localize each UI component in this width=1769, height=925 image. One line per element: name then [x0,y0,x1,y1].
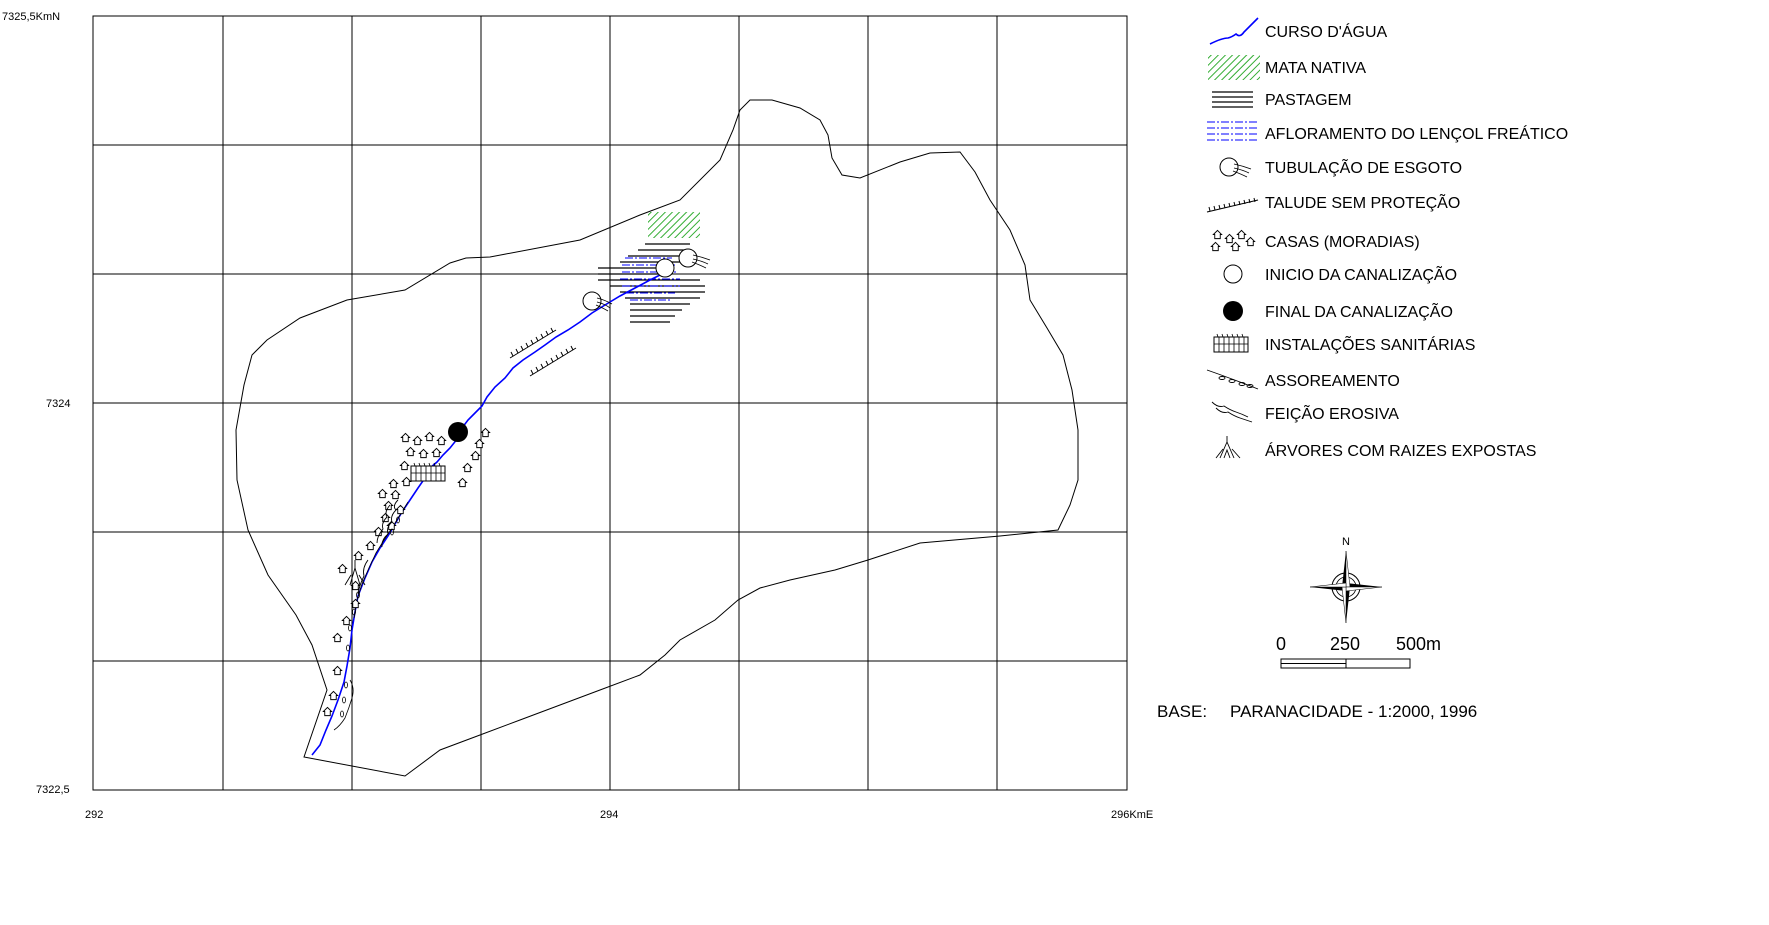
scale-label-250: 250 [1330,634,1360,654]
y-axis-top-label: 7325,5KmN [2,11,60,23]
x-axis-mid-label: 294 [600,809,618,821]
native-forest-area [648,212,700,238]
legend-label-water-course: CURSO D'ÁGUA [1265,22,1388,41]
y-axis-bottom-label: 7322,5 [36,784,70,796]
houses-icon [1210,229,1256,252]
pasture-area [598,243,705,323]
unprotected-slope-marker [509,327,577,377]
legend-label-sewer-pipe: TUBULAÇÃO DE ESGOTO [1265,157,1462,177]
canal-end-marker [448,422,468,442]
legend-label-canal-end: FINAL DA CANALIZAÇÃO [1265,301,1453,321]
unprotected-slope-icon [1206,197,1259,213]
legend: CURSO D'ÁGUA MATA NATIVA PASTAGEM AFLORA… [1206,17,1568,460]
x-axis-right-label: 296KmE [1111,809,1153,821]
canal-start-marker [655,258,675,278]
map-grid [92,15,1128,791]
water-table-icon [1207,121,1258,141]
north-arrow: N [1309,536,1383,624]
native-forest-icon [1208,55,1260,80]
legend-label-siltation: ASSOREAMENTO [1265,373,1400,390]
y-axis-mid-label: 7324 [46,398,70,410]
sewer-pipe-icon [1219,157,1252,178]
x-axis-left-label: 292 [85,809,103,821]
legend-label-unprotected-slope: TALUDE SEM PROTEÇÃO [1265,192,1460,212]
legend-label-water-table: AFLORAMENTO DO LENÇOL FREÁTICO [1265,124,1568,143]
siltation-icon [1206,369,1259,390]
legend-label-exposed-roots-tree: ÁRVORES COM RAIZES EXPOSTAS [1265,441,1536,460]
legend-label-houses: CASAS (MORADIAS) [1265,234,1420,251]
erosion-feature-icon [1211,401,1253,423]
base-source-prefix: BASE: [1157,702,1207,721]
scale-bar: 0 250 500m [1276,634,1441,669]
legend-label-canal-start: INICIO DA CANALIZAÇÃO [1265,264,1457,284]
legend-label-native-forest: MATA NATIVA [1265,60,1366,77]
base-source-text: PARANACIDADE - 1:2000, 1996 [1230,702,1477,721]
houses-cluster [322,427,491,717]
pasture-icon [1212,91,1253,108]
water-course [311,271,667,756]
watershed-boundary [235,99,1079,777]
exposed-roots-tree-marker [344,560,366,586]
canal-start-icon [1223,264,1243,284]
erosion-feature-marks [357,499,399,595]
exposed-roots-tree-icon [1215,436,1241,459]
scale-label-500: 500m [1396,634,1441,654]
siltation-marks [333,516,400,731]
sewer-pipe-marker-1 [678,248,711,269]
north-label: N [1342,536,1350,548]
scale-label-0: 0 [1276,634,1286,654]
legend-label-pasture: PASTAGEM [1265,92,1352,109]
sanitary-facilities-marker [410,462,446,482]
legend-label-erosion-feature: FEIÇÃO EROSIVA [1265,403,1399,423]
water-course-icon [1209,17,1259,45]
canal-end-icon [1223,301,1243,321]
sanitary-facilities-icon [1213,333,1249,353]
legend-label-sanitary-facilities: INSTALAÇÕES SANITÁRIAS [1265,334,1475,354]
sewer-pipe-marker-2 [582,291,613,312]
water-course-margin [353,501,409,619]
